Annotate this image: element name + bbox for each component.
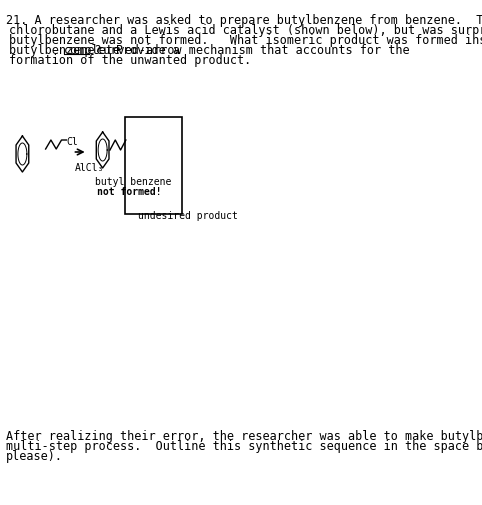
Text: After realizing their error, the researcher was able to make butylbenzene from b: After realizing their error, the researc… — [6, 429, 482, 442]
Text: curved-arrow mechanism that accounts for the: curved-arrow mechanism that accounts for… — [89, 44, 410, 57]
Text: not formed!: not formed! — [96, 187, 161, 196]
Text: butylbenzene was not formed.   What isomeric product was formed instead of: butylbenzene was not formed. What isomer… — [9, 34, 482, 47]
Text: formation of the unwanted product.: formation of the unwanted product. — [9, 54, 251, 67]
Text: butylbenzene?  Provide a: butylbenzene? Provide a — [9, 44, 187, 57]
Text: please).: please). — [6, 449, 63, 462]
Text: AlCl₃: AlCl₃ — [75, 163, 104, 173]
Text: chlorobutane and a Lewis acid catalyst (shown below), but was surprised to find : chlorobutane and a Lewis acid catalyst (… — [9, 24, 482, 37]
Text: Cl: Cl — [67, 137, 78, 147]
Text: 21. A researcher was asked to prepare butylbenzene from benzene.  They chose to : 21. A researcher was asked to prepare bu… — [6, 14, 482, 27]
Text: butyl benzene: butyl benzene — [95, 177, 172, 187]
Bar — [125, 118, 183, 215]
Text: multi-step process.  Outline this synthetic sequence in the space below (no mech: multi-step process. Outline this synthet… — [6, 439, 482, 452]
Text: undesired product: undesired product — [138, 211, 238, 221]
Text: complete: complete — [64, 44, 121, 57]
